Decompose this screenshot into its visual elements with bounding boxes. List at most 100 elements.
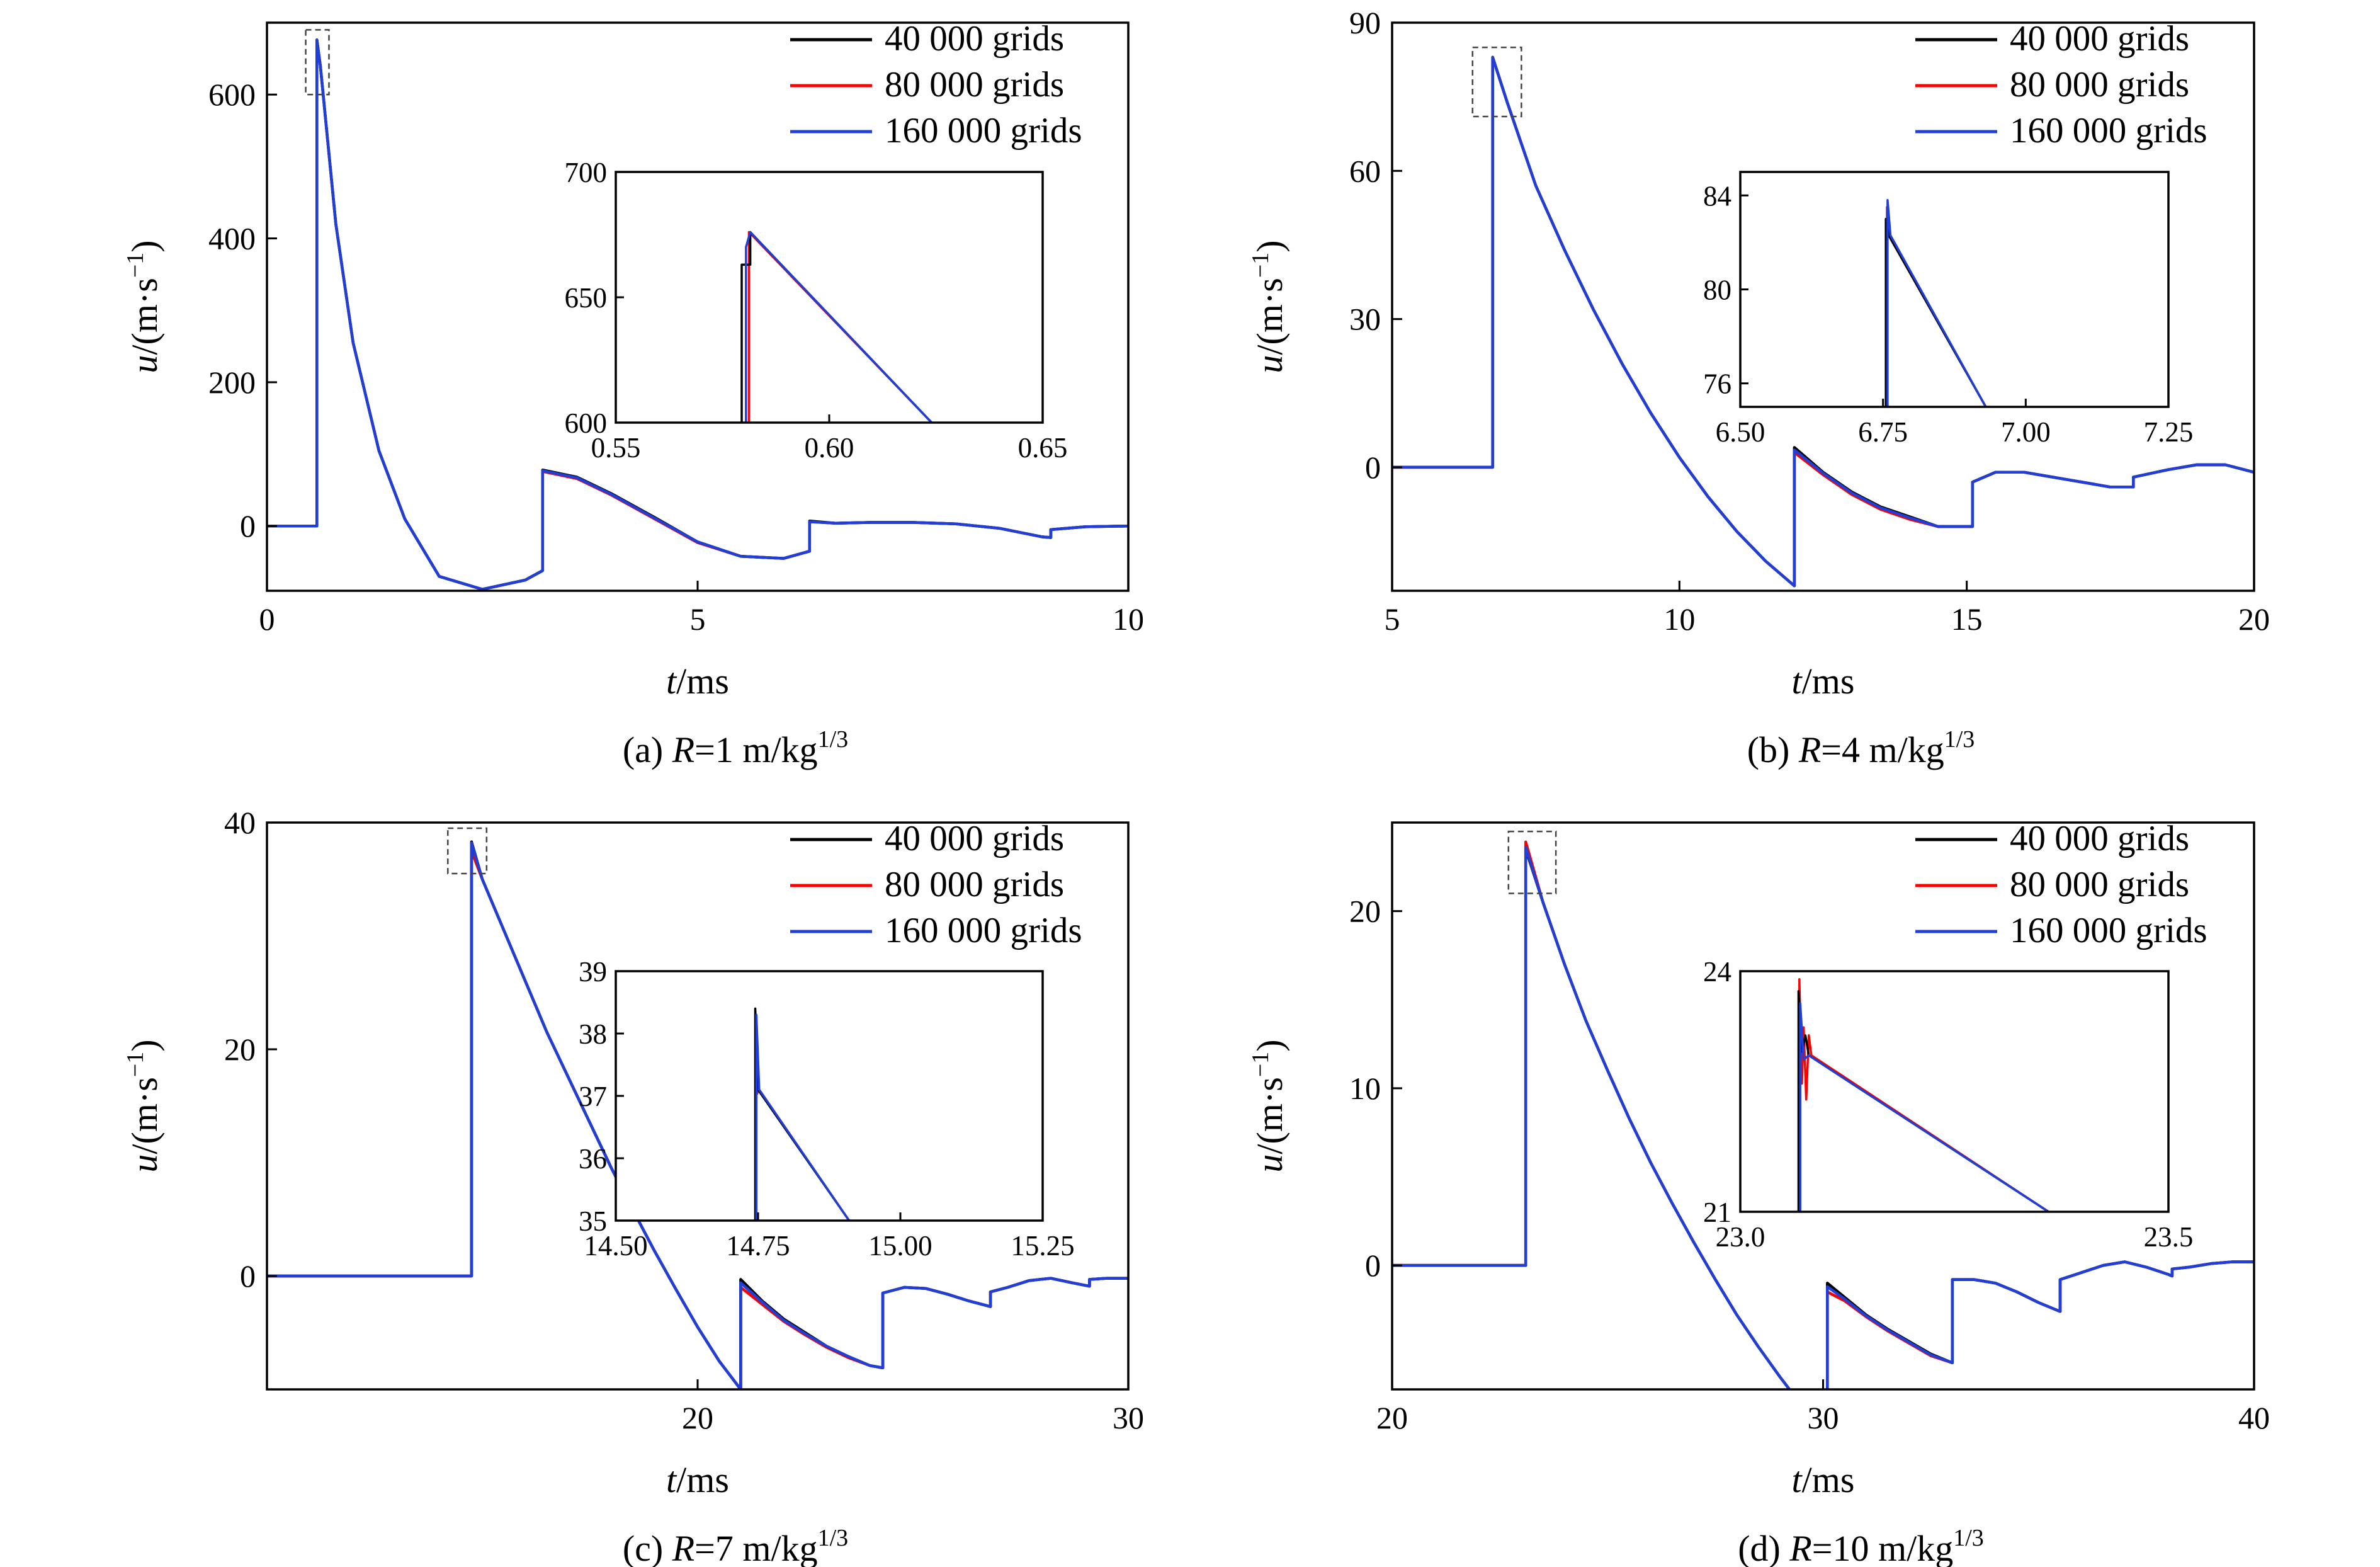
inset-series-group [1797, 977, 2049, 1212]
panel-c: 20 30 0 20 40 t/ms u/(m·s−1) (c) R=7 m/kg1/3 40 … [122, 805, 1144, 1567]
y-axis-label: u/(m·s−1) [1247, 1039, 1290, 1172]
x-tick-label: 0 [259, 601, 275, 637]
x-tick-label: 10 [1113, 601, 1144, 637]
legend-entry-0: 40 000 grids [885, 819, 1064, 858]
inset-y-tick-label: 39 [579, 956, 607, 988]
inset-background [1740, 172, 2168, 407]
x-axis-var: t [666, 1459, 677, 1500]
panel-d: 20 30 40 0 10 20 t/ms u/(m·s−1) (d) R=10 m/kg1/3… [1247, 819, 2270, 1567]
legend-entry-2: 160 000 grids [2010, 111, 2207, 151]
inset-y-tick-label: 76 [1703, 368, 1731, 400]
x-axis-unit: /ms [1802, 1459, 1855, 1500]
y-axis-var: u [1249, 355, 1290, 373]
x-axis-unit: /ms [676, 661, 729, 702]
caption-sup: 1/3 [818, 1525, 849, 1551]
x-axis-unit: /ms [1802, 661, 1855, 702]
y-axis-unit: /(m·s [124, 1077, 165, 1154]
zoom-box [1507, 830, 1557, 894]
y-axis-var: u [124, 1154, 165, 1173]
y-tick-label: 0 [1365, 1248, 1381, 1283]
inset-x-tick-label: 23.0 [1716, 1221, 1765, 1253]
caption-var: R [1789, 1528, 1811, 1567]
y-tick-label: 60 [1349, 153, 1381, 188]
legend-entry-0: 40 000 grids [2010, 19, 2189, 59]
y-tick-label: 0 [240, 508, 256, 544]
series-group [1392, 55, 2254, 588]
inset-x-tick-label: 15.00 [868, 1230, 932, 1262]
panel-caption: (d) R=10 m/kg1/3 [1738, 1525, 1984, 1567]
legend-entry-1: 80 000 grids [2010, 65, 2189, 105]
x-tick-label: 30 [1113, 1400, 1144, 1435]
inset: 0.55 0.60 0.65 600 650 700 [565, 157, 1068, 464]
inset-y-tick-label: 650 [565, 282, 608, 314]
inset-series-group [1884, 199, 1987, 407]
x-axis-label: t/ms [1792, 1459, 1855, 1500]
y-axis-close: ) [1249, 1039, 1290, 1051]
panel-caption: (c) R=7 m/kg1/3 [623, 1525, 848, 1567]
caption-sup: 1/3 [818, 726, 849, 753]
x-tick-label: 5 [690, 601, 706, 637]
caption-rest: =1 m/kg [694, 729, 817, 770]
legend-entry-0: 40 000 grids [2010, 819, 2189, 858]
series-group [267, 840, 1128, 1389]
panel-caption: (b) R=4 m/kg1/3 [1747, 726, 1975, 770]
x-tick-label: 20 [2238, 601, 2270, 637]
inset-y-tick-label: 35 [579, 1205, 607, 1237]
inset-y-tick-label: 80 [1703, 275, 1731, 306]
inset-x-tick-label: 15.25 [1011, 1230, 1074, 1262]
inset-series-line-2 [1799, 1002, 2049, 1212]
x-axis-var: t [1792, 1459, 1803, 1500]
y-tick-label: 20 [1349, 894, 1381, 929]
y-axis-close: ) [1249, 240, 1290, 252]
inset-series-line-2 [1886, 199, 1987, 407]
caption-prefix: (c) [623, 1528, 672, 1567]
y-tick-label: 10 [1349, 1071, 1381, 1106]
inset-x-tick-label: 0.60 [805, 432, 854, 464]
inset-series-group [740, 231, 932, 423]
caption-rest: =10 m/kg [1812, 1528, 1953, 1567]
legend-entry-2: 160 000 grids [885, 111, 1082, 151]
legend-entry-0: 40 000 grids [885, 19, 1064, 59]
caption-rest: =7 m/kg [694, 1528, 817, 1567]
x-axis-label: t/ms [666, 1459, 729, 1500]
inset-x-tick-label: 14.75 [726, 1230, 790, 1262]
inset: 6.50 6.75 7.00 7.25 76 80 84 [1703, 171, 2194, 448]
y-axis-var: u [1249, 1154, 1290, 1173]
caption-prefix: (d) [1738, 1528, 1789, 1567]
inset-series-line-2 [755, 1013, 851, 1221]
caption-sup: 1/3 [1953, 1525, 1984, 1551]
x-tick-label: 5 [1385, 601, 1400, 637]
x-axis-label: t/ms [666, 661, 729, 702]
series-group [267, 38, 1128, 591]
inset-y-tick-label: 38 [579, 1018, 607, 1050]
inset-background [616, 172, 1043, 423]
y-axis-sup: −1 [122, 1052, 149, 1077]
legend-entry-1: 80 000 grids [885, 65, 1064, 105]
zoom-box [447, 827, 488, 875]
legend-entry-1: 80 000 grids [2010, 865, 2189, 904]
series-group [1392, 840, 2254, 1389]
y-axis-sup: −1 [1247, 1052, 1274, 1077]
inset-x-tick-label: 7.25 [2144, 416, 2194, 448]
y-tick-label: 40 [224, 805, 256, 840]
inset-x-tick-label: 0.65 [1018, 432, 1068, 464]
inset-series-group [754, 1007, 851, 1221]
y-axis-unit: /(m·s [124, 278, 165, 355]
inset-y-tick-label: 37 [579, 1081, 607, 1112]
y-axis-close: ) [124, 240, 165, 252]
inset-x-tick-label: 7.00 [2001, 416, 2051, 448]
inset: 14.50 14.75 15.00 15.25 35 36 37 38 39 [579, 956, 1075, 1262]
inset-x-tick-label: 23.5 [2144, 1221, 2194, 1253]
x-tick-label: 20 [682, 1400, 713, 1435]
zoom-box [1471, 46, 1522, 118]
plot-frame [1391, 21, 2255, 592]
inset-x-tick-label: 6.50 [1716, 416, 1765, 448]
inset-y-tick-label: 24 [1703, 956, 1731, 988]
y-axis-label: u/(m·s−1) [122, 240, 165, 373]
legend-entry-2: 160 000 grids [885, 911, 1082, 950]
x-tick-label: 15 [1951, 601, 1983, 637]
legend-entry-1: 80 000 grids [885, 865, 1064, 904]
series-line-2 [267, 841, 1128, 1389]
